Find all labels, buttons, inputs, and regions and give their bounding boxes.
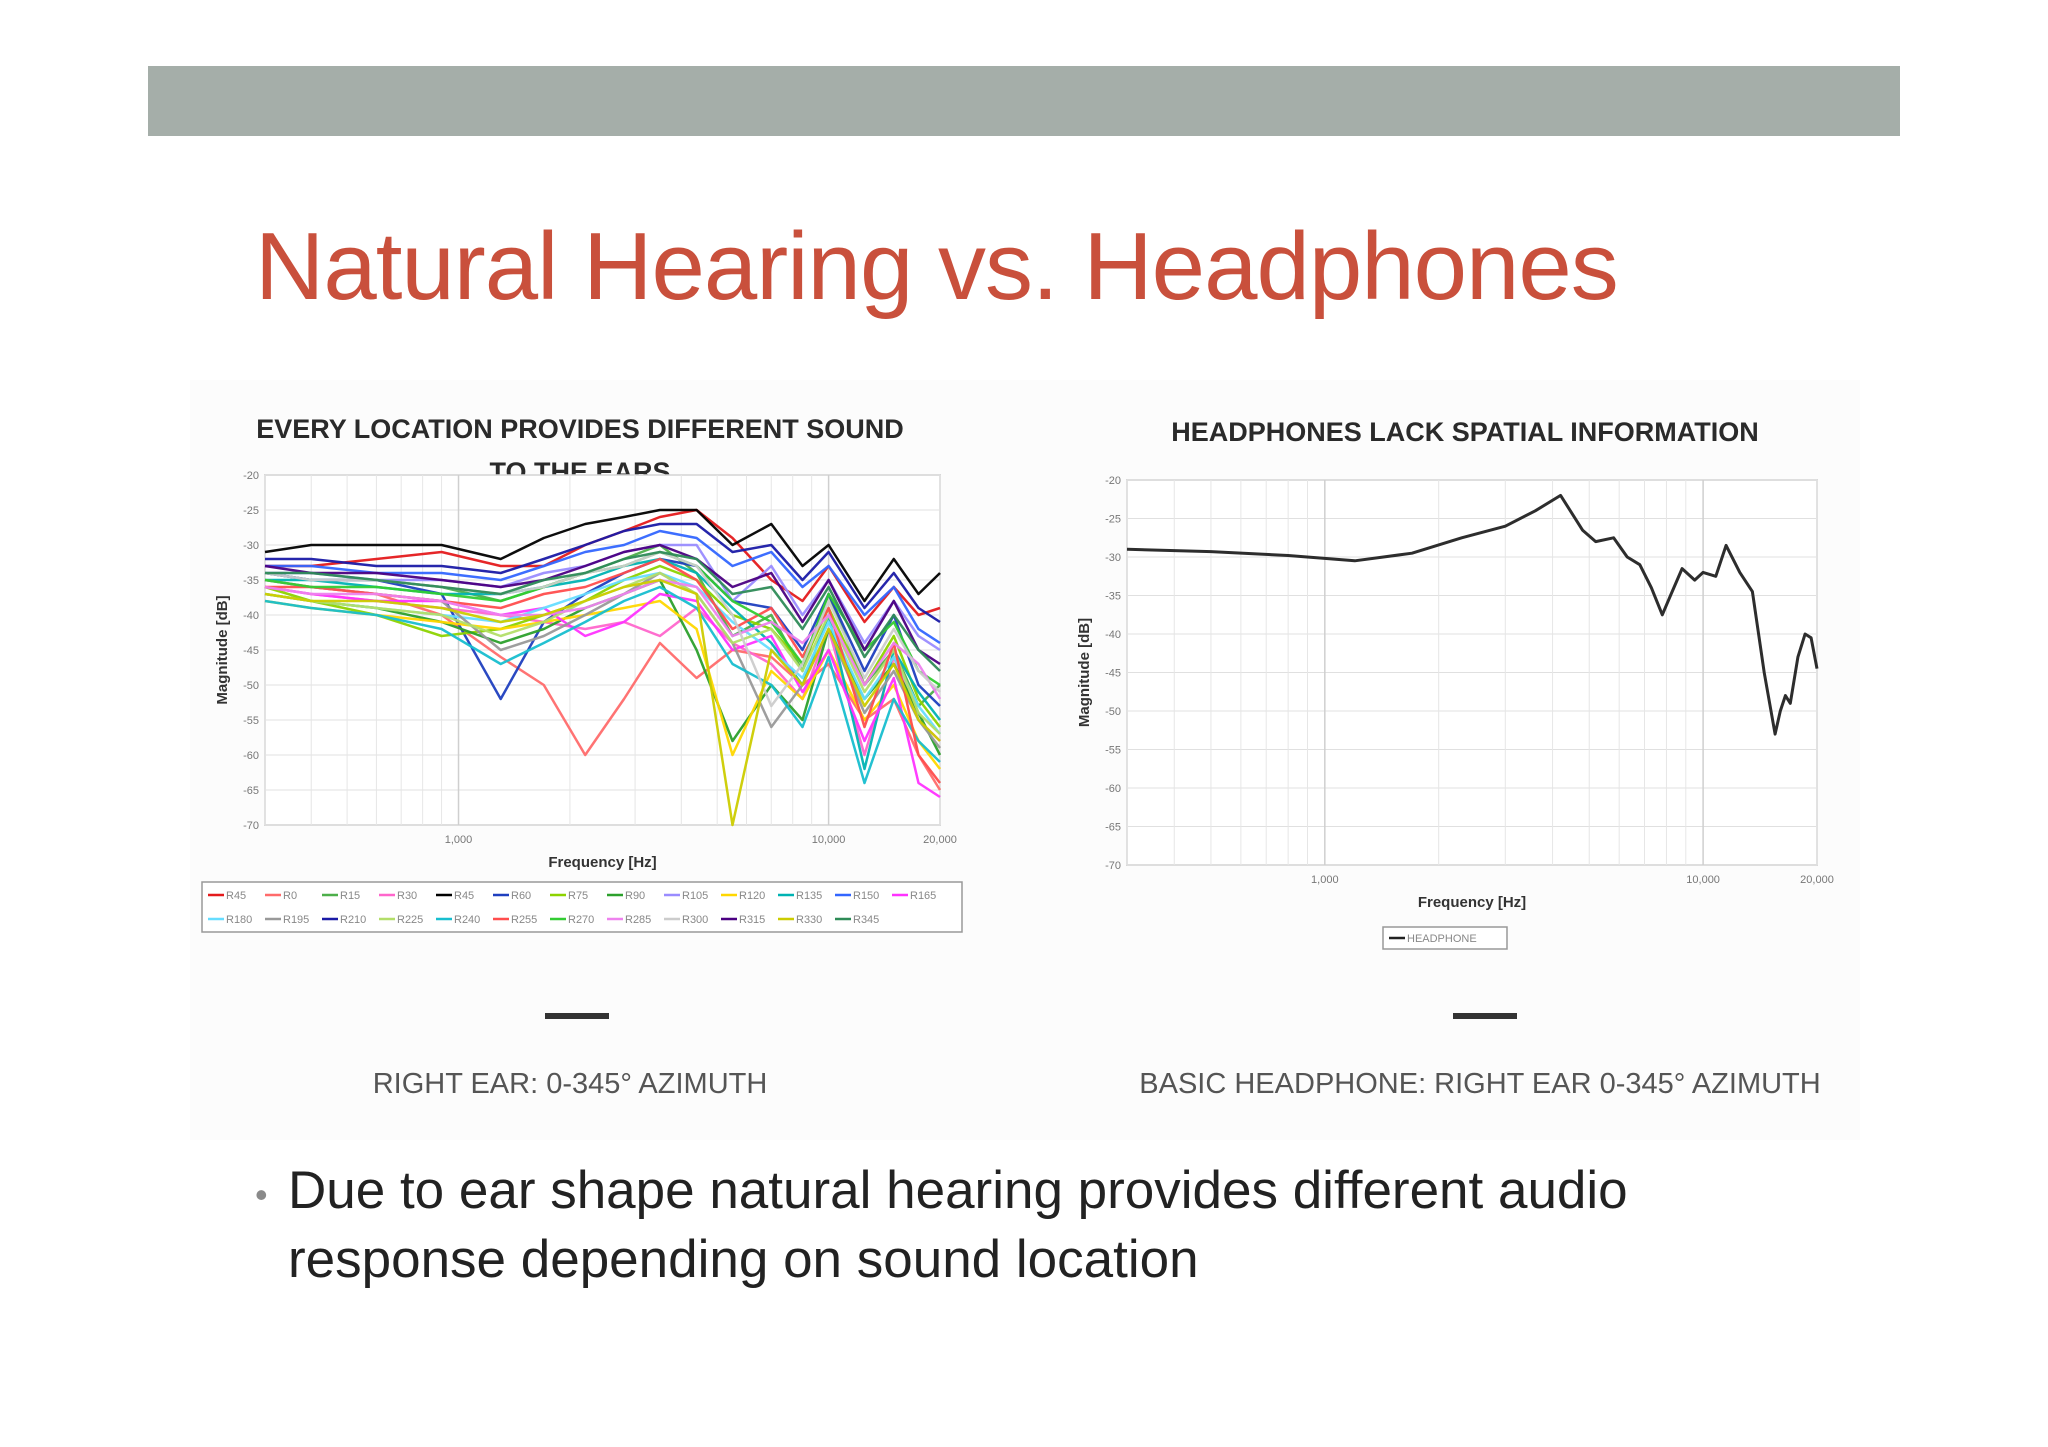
legend-label: R90 (625, 890, 645, 902)
y-tick-label: -70 (1105, 860, 1121, 872)
bullet-list: • Due to ear shape natural hearing provi… (255, 1156, 1855, 1294)
x-axis-label: Frequency [Hz] (1418, 894, 1526, 911)
legend-label: HEADPHONE (1407, 933, 1477, 945)
y-tick-label: -40 (1105, 629, 1121, 641)
legend-label: R270 (568, 914, 594, 926)
y-tick-label: -60 (243, 750, 259, 762)
series-line-r240 (264, 585, 941, 785)
x-tick-label: 1,000 (445, 834, 473, 846)
y-axis-label: Magnitude [dB] (214, 595, 231, 704)
legend-label: R0 (283, 890, 297, 902)
legend-label: R165 (910, 890, 936, 902)
chart-title-line: EVERY LOCATION PROVIDES DIFFERENT SOUND (256, 414, 904, 444)
legend-label: R345 (853, 914, 879, 926)
legend-label: R180 (226, 914, 252, 926)
legend-label: R240 (454, 914, 480, 926)
legend-label: R30 (397, 890, 417, 902)
legend-label: R105 (682, 890, 708, 902)
caption-right: BASIC HEADPHONE: RIGHT EAR 0-345° AZIMUT… (1139, 1068, 1821, 1100)
legend-label: R300 (682, 914, 708, 926)
x-tick-label: 10,000 (1686, 874, 1720, 886)
y-axis-label: Magnitude [dB] (1076, 618, 1093, 727)
series-line-r150 (265, 529, 941, 645)
top-accent-bar (148, 66, 1900, 136)
y-tick-label: -40 (243, 610, 259, 622)
series-line-r45 (264, 508, 941, 603)
legend-label: R60 (511, 890, 531, 902)
y-tick-label: -70 (243, 820, 259, 832)
y-tick-label: -65 (1105, 822, 1121, 834)
legend-label: R285 (625, 914, 651, 926)
y-tick-label: -65 (243, 785, 259, 797)
legend-label: R15 (340, 890, 360, 902)
x-tick-label: 10,000 (812, 834, 846, 846)
y-tick-label: -25 (243, 505, 259, 517)
legend-label: R45 (454, 890, 474, 902)
y-tick-label: -20 (1105, 475, 1121, 487)
legend-box (1382, 926, 1508, 950)
y-tick-label: -30 (243, 540, 259, 552)
y-tick-label: -30 (1105, 552, 1121, 564)
y-tick-label: -55 (1105, 745, 1121, 757)
series-line-r210 (265, 522, 941, 624)
x-axis-label: Frequency [Hz] (548, 854, 656, 871)
y-tick-label: -25 (1105, 514, 1121, 526)
legend-label: R45 (226, 890, 246, 902)
slide-title: Natural Hearing vs. Headphones (255, 213, 1619, 320)
legend-box (201, 881, 963, 933)
bullet-marker: • (255, 1174, 268, 1215)
hrtf-chart: EVERY LOCATION PROVIDES DIFFERENT SOUNDT… (201, 414, 963, 933)
x-tick-label: 20,000 (1800, 874, 1834, 886)
y-tick-label: -60 (1105, 783, 1121, 795)
legend-label: R135 (796, 890, 822, 902)
series-line-headphone (1126, 493, 1819, 736)
x-tick-label: 1,000 (1311, 874, 1339, 886)
caption-dash-right (1453, 1013, 1517, 1019)
series-line-r330 (264, 578, 941, 827)
y-tick-label: -45 (243, 645, 259, 657)
legend-label: R330 (796, 914, 822, 926)
y-tick-label: -20 (243, 470, 259, 482)
legend-label: R315 (739, 914, 765, 926)
legend-label: R255 (511, 914, 537, 926)
legend-label: R75 (568, 890, 588, 902)
headphone-chart: HEADPHONES LACK SPATIAL INFORMATION -20 -2… (1076, 417, 1834, 950)
x-tick-label: 20,000 (923, 834, 957, 846)
y-tick-label: -50 (1105, 706, 1121, 718)
legend-label: R120 (739, 890, 765, 902)
caption-left: RIGHT EAR: 0-345° AZIMUTH (372, 1068, 768, 1100)
series-line-r345 (265, 550, 941, 672)
series-line-r285 (264, 578, 942, 700)
legend-label: R225 (397, 914, 423, 926)
y-tick-label: -50 (243, 680, 259, 692)
y-tick-label: -35 (243, 575, 259, 587)
chart-title-line: HEADPHONES LACK SPATIAL INFORMATION (1171, 417, 1759, 447)
legend-label: R210 (340, 914, 366, 926)
legend-label: R195 (283, 914, 309, 926)
series-line-r315 (264, 543, 941, 666)
legend-label: R150 (853, 890, 879, 902)
bullet-text: Due to ear shape natural hearing provide… (288, 1161, 1628, 1289)
y-tick-label: -55 (243, 715, 259, 727)
series-line-r45 (265, 508, 941, 624)
caption-dash-left (545, 1013, 609, 1019)
y-tick-label: -35 (1105, 591, 1121, 603)
y-tick-label: -45 (1105, 668, 1121, 680)
